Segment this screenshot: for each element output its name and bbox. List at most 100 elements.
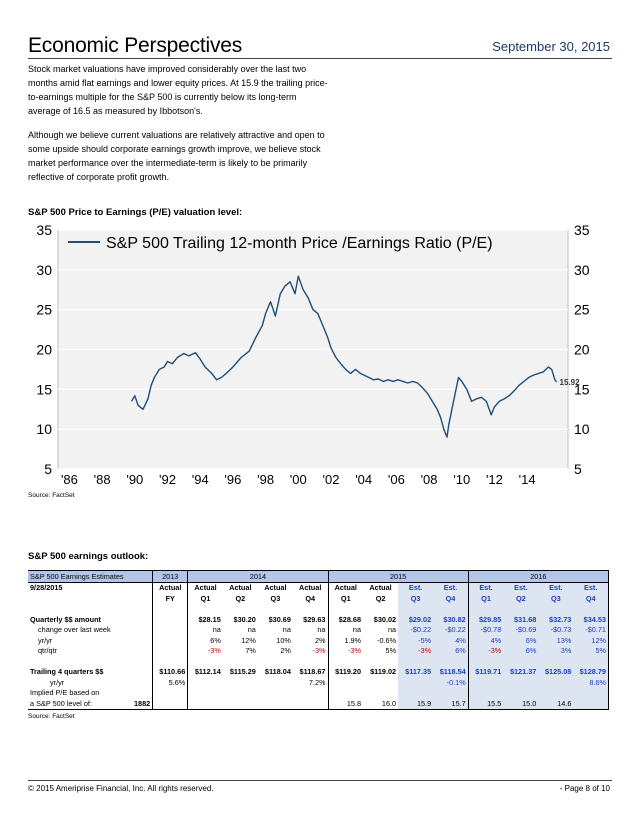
table-cell: 13% [538, 635, 574, 646]
x-tick-label: '00 [290, 472, 307, 487]
column-period: Q4 [573, 593, 610, 604]
table-cell: $29.02 [398, 614, 434, 625]
column-type: Est. [433, 582, 469, 593]
table-cell: $119.02 [370, 667, 397, 677]
row-label: change over last week [38, 625, 111, 635]
table-cell: -5% [398, 635, 434, 646]
y-tick-right: 15 [574, 381, 590, 397]
x-tick-label: '06 [388, 472, 405, 487]
chart-section-title: S&P 500 Price to Earnings (P/E) valuatio… [28, 207, 243, 218]
table-cell: 15.8 [328, 698, 364, 710]
table-cell: 1.9% [344, 635, 362, 645]
legend-label: S&P 500 Trailing 12-month Price /Earning… [106, 235, 493, 252]
x-tick-label: '98 [257, 472, 274, 487]
table-cell: -3% [468, 645, 504, 656]
table-row: change over last week na na na na na na -$0.22-… [28, 624, 610, 635]
table-cell [188, 688, 223, 699]
table-cell [538, 677, 574, 688]
column-type: Actual [292, 582, 329, 593]
table-cell: -3% [292, 645, 329, 656]
column-period: Q4 [292, 593, 329, 604]
column-period: Q4 [433, 593, 469, 604]
table-cell [223, 677, 258, 688]
x-tick-label: '92 [159, 472, 176, 487]
column-period: Q2 [375, 593, 386, 603]
table-cell: $118.54 [433, 666, 469, 677]
column-type: Actual [264, 583, 287, 593]
column-period: FY [152, 593, 189, 604]
table-cell: na [282, 625, 291, 635]
row-label: yr/yr [38, 635, 53, 645]
table-cell [398, 687, 434, 698]
table-cell: na [352, 625, 362, 635]
y-tick-left: 5 [44, 461, 52, 477]
table-cell: $117.35 [398, 666, 434, 677]
column-period: Q3 [538, 593, 574, 604]
footer-divider [28, 780, 612, 781]
table-cell [398, 677, 434, 688]
row-label: qtr/qtr [38, 646, 58, 656]
table-cell: 4% [433, 635, 469, 646]
table-cell: 8.6% [573, 677, 610, 688]
table-cell: $29.63 [292, 614, 329, 625]
table-cell [468, 677, 504, 688]
column-type: Est. [503, 582, 539, 593]
column-period: Q2 [503, 593, 539, 604]
footer-copyright: © 2015 Ameriprise Financial, Inc. All ri… [28, 784, 214, 793]
table-subheader-row: 9/28/2015 Actual Actual Actual Actual Actual… [28, 582, 610, 593]
x-tick-label: '12 [486, 472, 503, 487]
table-cell: $112.14 [194, 667, 221, 677]
group-2013: 2013 [152, 570, 189, 583]
table-cell: $28.15 [198, 614, 221, 624]
table-cell: 15.7 [433, 698, 469, 710]
y-tick-left: 20 [36, 342, 52, 358]
table-row: Quarterly $$ amount $28.15 $30.20 $30.69 $29… [28, 614, 610, 625]
x-tick-label: '90 [126, 472, 143, 487]
column-type: Actual [194, 583, 217, 593]
table-cell [152, 614, 189, 625]
table-cell: 12% [241, 635, 256, 645]
y-tick-right: 10 [574, 421, 590, 437]
table-cell [258, 688, 293, 699]
table-cell [257, 698, 293, 710]
y-tick-left: 35 [36, 222, 52, 238]
table-cell: 5% [385, 646, 397, 656]
column-period: Q3 [270, 593, 281, 603]
table-cell: 2% [292, 635, 329, 646]
x-tick-label: '08 [421, 472, 438, 487]
table-cell [328, 677, 363, 688]
group-2016: 2016 [468, 570, 610, 583]
table-cell: $119.20 [335, 667, 362, 677]
y-tick-right: 30 [574, 262, 590, 278]
table-cell: na [212, 625, 221, 635]
table-cell [363, 677, 398, 688]
table-cell: -3% [398, 645, 434, 656]
table-cell: -$0.71 [573, 624, 610, 635]
column-type: Actual [334, 583, 357, 593]
table-cell: 15.9 [398, 698, 434, 710]
group-2015: 2015 [328, 570, 469, 583]
table-cell: 4% [468, 635, 504, 646]
table-cell: -$0.73 [538, 624, 574, 635]
pe-ratio-line [130, 275, 558, 438]
table-cell [152, 698, 189, 710]
row-label: Trailing 4 quarters $$ [30, 667, 104, 677]
table-cell: $30.82 [433, 614, 469, 625]
chart-source: Source: FactSet [28, 492, 75, 499]
row-label: yr/yr [50, 677, 65, 687]
table-row: a S&P 500 level of: 1882 15.8 16.0 15.9 15.7 1… [28, 698, 610, 710]
table-date: 9/28/2015 [30, 583, 63, 593]
column-type: Est. [398, 582, 434, 593]
table-cell: $31.68 [503, 614, 539, 625]
table-cell [573, 698, 610, 710]
pe-ratio-chart: 5 5 10 10 15 15 20 20 25 25 30 30 35 35 '86 '88 '90 '92 '9… [36, 222, 590, 487]
table-cell [433, 687, 469, 698]
paragraph-valuations: Stock market valuations have improved co… [28, 64, 328, 116]
table-section-title: S&P 500 earnings outlook: [28, 551, 149, 562]
paragraph-outlook: Although we believe current valuations a… [28, 130, 325, 182]
y-tick-left: 25 [36, 302, 52, 318]
table-cell: $118.04 [264, 667, 291, 677]
table-cell: -$0.22 [433, 624, 469, 635]
table-cell: 5.6% [152, 677, 189, 688]
table-cell: 6% [210, 635, 221, 645]
